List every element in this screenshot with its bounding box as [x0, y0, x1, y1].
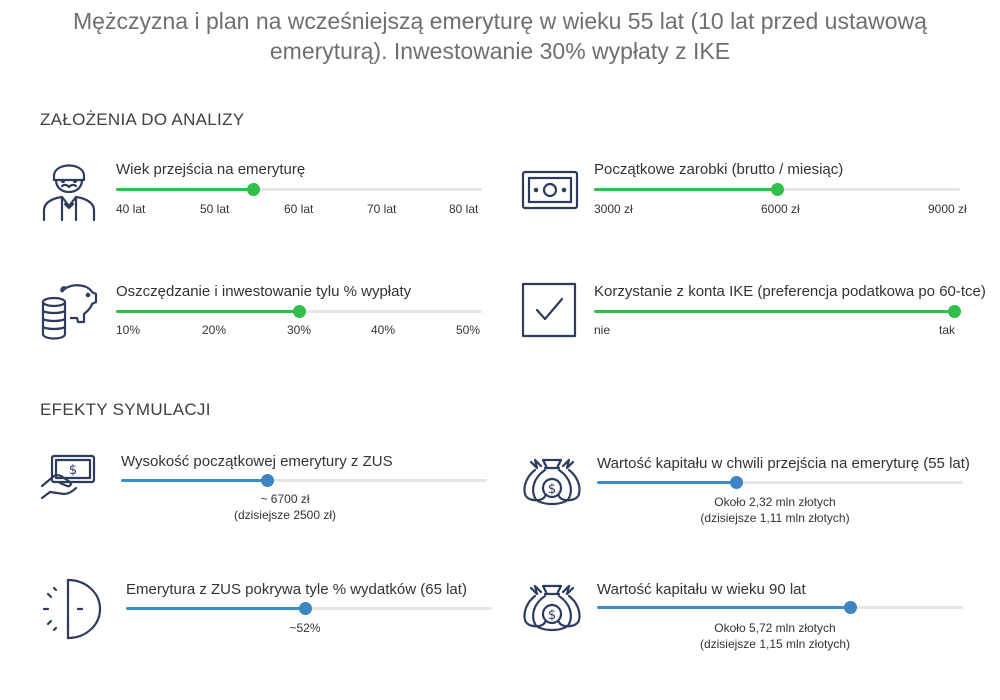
zus-coverage-label: Emerytura z ZUS pokrywa tyle % wydatków …	[126, 581, 467, 598]
money-bags-icon: $	[521, 582, 583, 632]
checkbox-checked-icon	[521, 282, 577, 338]
savings-rate-tick: 50%	[456, 323, 481, 337]
svg-text:$: $	[69, 463, 77, 478]
zus-coverage-bar	[126, 602, 492, 615]
retirement-age-tick: 40 lat	[116, 202, 146, 216]
svg-text:$: $	[548, 608, 556, 623]
capital-at-90-value-line1: Około 5,72 mln złotych	[714, 621, 836, 635]
capital-at-90-bar	[597, 601, 963, 614]
zus-pension-bar-fill	[121, 479, 268, 482]
capital-at-retirement-value-line1: Około 2,32 mln złotych	[714, 495, 836, 509]
ike-slider-handle[interactable]	[948, 305, 961, 318]
salary-tick: 3000 zł	[594, 202, 633, 216]
banknote-icon	[521, 170, 579, 210]
ike-tick: tak	[939, 323, 956, 337]
retirement-age-tick: 60 lat	[284, 202, 314, 216]
retirement-age-slider[interactable]	[116, 183, 482, 196]
savings-rate-tick: 20%	[202, 323, 227, 337]
capital-at-retirement-bar	[597, 476, 963, 489]
ike-slider[interactable]	[594, 305, 961, 318]
capital-at-retirement-value: Około 2,32 mln złotych (dzisiejsze 1,11 …	[665, 494, 885, 526]
salary-slider-handle[interactable]	[771, 183, 784, 196]
man-with-mustache-icon	[40, 156, 98, 222]
salary-tick: 9000 zł	[928, 202, 967, 216]
zus-coverage-value: ~52%	[255, 620, 355, 636]
zus-pension-value-line1: ~ 6700 zł	[260, 492, 310, 506]
savings-rate-label: Oszczędzanie i inwestowanie tylu % wypła…	[116, 283, 412, 300]
retirement-age-slider-handle[interactable]	[247, 183, 261, 196]
zus-pension-label: Wysokość początkowej emerytury z ZUS	[121, 453, 393, 470]
capital-at-90-value: Około 5,72 mln złotych (dzisiejsze 1,15 …	[665, 620, 885, 652]
ike-label: Korzystanie z konta IKE (preferencja pod…	[594, 283, 986, 300]
retirement-age-tick: 80 lat	[449, 202, 479, 216]
savings-rate-tick: 40%	[371, 323, 396, 337]
zus-pension-value: ~ 6700 zł (dzisiejsze 2500 zł)	[215, 491, 355, 523]
capital-at-90-bar-fill	[597, 606, 850, 609]
zus-coverage-bar-marker	[299, 602, 313, 615]
zus-pension-bar-marker	[261, 474, 275, 487]
hand-cash-icon: $	[40, 452, 98, 504]
savings-rate-slider[interactable]	[116, 305, 482, 318]
piggy-bank-coins-icon	[40, 278, 100, 340]
savings-rate-tick: 30%	[287, 323, 312, 337]
ike-tick: nie	[594, 323, 611, 337]
savings-rate-slider-fill	[116, 310, 299, 313]
results-heading: EFEKTY SYMULACJI	[40, 400, 211, 419]
assumptions-heading: ZAŁOŻENIA DO ANALIZY	[40, 110, 245, 129]
capital-at-retirement-bar-marker	[730, 476, 744, 489]
savings-rate-tick: 10%	[116, 323, 141, 337]
ike-slider-fill	[594, 310, 954, 313]
retirement-age-tick: 50 lat	[200, 202, 230, 216]
salary-slider[interactable]	[594, 183, 960, 196]
zus-coverage-bar-fill	[126, 607, 306, 610]
zus-pension-value-line2: (dzisiejsze 2500 zł)	[233, 508, 337, 522]
capital-at-90-value-line2: (dzisiejsze 1,15 mln złotych)	[699, 637, 851, 651]
retirement-age-tick: 70 lat	[367, 202, 397, 216]
zus-pension-bar	[121, 474, 487, 487]
zus-coverage-value-line1: ~52%	[289, 621, 321, 635]
capital-at-90-bar-marker	[843, 601, 857, 614]
half-clock-icon	[40, 578, 102, 640]
salary-label: Początkowe zarobki (brutto / miesiąc)	[594, 161, 844, 178]
capital-at-90-label: Wartość kapitału w wieku 90 lat	[597, 581, 806, 598]
salary-tick: 6000 zł	[761, 202, 800, 216]
money-bags-icon: $	[521, 456, 583, 506]
page-title: Mężczyzna i plan na wcześniejszą emerytu…	[73, 8, 927, 64]
capital-at-retirement-bar-fill	[597, 481, 737, 484]
capital-at-retirement-value-line2: (dzisiejsze 1,11 mln złotych)	[700, 511, 850, 525]
retirement-age-slider-fill	[116, 188, 254, 191]
salary-slider-fill	[594, 188, 777, 191]
savings-rate-slider-handle[interactable]	[293, 305, 306, 318]
retirement-age-label: Wiek przejścia na emeryturę	[116, 161, 306, 178]
capital-at-retirement-label: Wartość kapitału w chwili przejścia na e…	[597, 455, 970, 472]
svg-text:$: $	[548, 482, 556, 497]
